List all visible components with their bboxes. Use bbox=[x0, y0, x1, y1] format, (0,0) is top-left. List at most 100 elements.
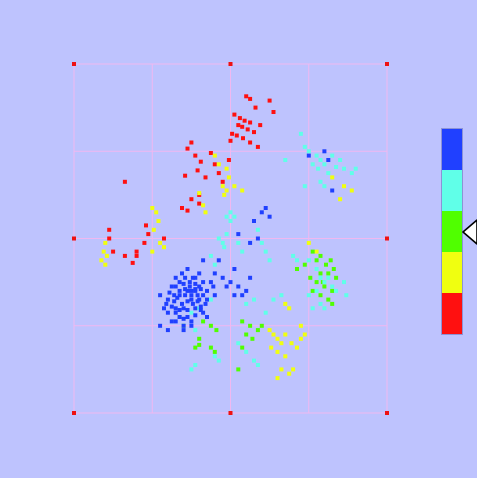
scatter-point bbox=[328, 258, 333, 263]
data-points bbox=[99, 94, 358, 381]
scatter-point bbox=[255, 236, 260, 241]
scatter-point bbox=[103, 240, 108, 245]
scatter-point bbox=[330, 175, 335, 180]
scatter-point bbox=[330, 288, 335, 293]
grid-marker bbox=[228, 62, 233, 66]
scatter-point bbox=[185, 308, 190, 312]
scatter-point bbox=[252, 130, 256, 135]
scatter-point bbox=[101, 249, 106, 254]
scatter-point bbox=[298, 336, 303, 341]
scatter-point bbox=[165, 328, 170, 333]
scatter-point bbox=[208, 297, 213, 302]
scatter-point bbox=[150, 206, 155, 210]
scatter-point bbox=[130, 260, 135, 265]
scatter-point bbox=[326, 297, 331, 302]
scatter-point bbox=[205, 315, 209, 319]
scatter-point bbox=[236, 240, 241, 245]
scatter-point bbox=[318, 301, 323, 306]
scatter-point bbox=[244, 301, 249, 306]
scatter-point bbox=[212, 349, 217, 354]
scatter-point bbox=[291, 367, 296, 372]
scatter-point bbox=[228, 210, 233, 215]
scatter-point bbox=[177, 308, 182, 312]
scatter-point bbox=[226, 175, 231, 180]
scatter-point bbox=[158, 323, 163, 328]
scatter-point bbox=[259, 210, 264, 215]
grid-marker bbox=[72, 62, 76, 66]
scatter-point bbox=[258, 123, 263, 128]
scatter-point bbox=[183, 173, 188, 178]
scatter-point bbox=[232, 184, 237, 189]
scatter-point bbox=[250, 336, 255, 341]
scatter-point bbox=[183, 293, 188, 298]
scatter-point bbox=[236, 123, 241, 128]
colorbar-pointer-icon[interactable] bbox=[462, 218, 477, 245]
scatter-point bbox=[248, 96, 253, 101]
scatter-point bbox=[173, 275, 178, 280]
scatter-point bbox=[314, 249, 319, 254]
scatter-point bbox=[203, 175, 208, 180]
scatter-point bbox=[193, 363, 198, 367]
scatter-point bbox=[144, 223, 148, 228]
scatter-point bbox=[302, 262, 307, 267]
scatter-point bbox=[189, 319, 194, 324]
scatter-point bbox=[248, 140, 253, 145]
scatter-point bbox=[198, 287, 203, 292]
scatter-point bbox=[181, 328, 186, 333]
scatter-point bbox=[193, 275, 198, 280]
scatter-point bbox=[241, 136, 245, 141]
scatter-point bbox=[134, 253, 139, 258]
scatter-point bbox=[201, 280, 206, 285]
scatter-point bbox=[255, 227, 260, 232]
scatter-point bbox=[185, 299, 190, 304]
scatter-point bbox=[201, 310, 206, 315]
scatter-point bbox=[306, 293, 311, 298]
scatter-point bbox=[318, 179, 323, 184]
scatter-point bbox=[255, 328, 260, 333]
grid-marker bbox=[228, 411, 233, 415]
scatter-point bbox=[283, 301, 288, 306]
scatter-point bbox=[267, 214, 272, 219]
scatter-point bbox=[173, 306, 178, 311]
scatter-point bbox=[134, 249, 139, 254]
scatter-point bbox=[287, 306, 292, 311]
scatter-point bbox=[208, 280, 213, 285]
scatter-point bbox=[183, 287, 188, 292]
scatter-point bbox=[169, 319, 174, 324]
scatter-point bbox=[180, 206, 184, 210]
scatter-point bbox=[244, 94, 249, 99]
scatter-point bbox=[216, 258, 221, 263]
scatter-point bbox=[236, 367, 241, 372]
scatter-point bbox=[154, 210, 159, 215]
scatter-point bbox=[306, 240, 311, 245]
scatter-point bbox=[165, 297, 170, 302]
scatter-point bbox=[195, 293, 200, 298]
scatter-point bbox=[224, 166, 229, 171]
scatter-point bbox=[169, 304, 174, 309]
scatter-point bbox=[248, 323, 253, 328]
scatter-point bbox=[271, 332, 276, 337]
scatter-point bbox=[212, 262, 217, 267]
scatter-point bbox=[283, 158, 288, 162]
scatter-point bbox=[193, 281, 198, 286]
scatter-point bbox=[146, 232, 151, 237]
scatter-point bbox=[197, 201, 202, 206]
scatter-point bbox=[205, 297, 209, 302]
scatter-point bbox=[344, 293, 349, 298]
scatter-point bbox=[103, 262, 108, 267]
scatter-point bbox=[193, 287, 198, 292]
scatter-point bbox=[216, 162, 221, 167]
scatter-point bbox=[172, 293, 177, 298]
scatter-point bbox=[255, 363, 260, 367]
scatter-point bbox=[331, 267, 336, 271]
scatter-point bbox=[245, 127, 250, 132]
scatter-point bbox=[189, 197, 194, 202]
scatter-point bbox=[185, 146, 190, 151]
scatter-point bbox=[289, 341, 294, 346]
scatter-point bbox=[193, 153, 198, 158]
scatter-point bbox=[181, 316, 186, 321]
scatter-point bbox=[203, 301, 208, 306]
scatter-point bbox=[244, 349, 249, 354]
scatter-point bbox=[236, 341, 241, 346]
scatter-point bbox=[122, 253, 127, 258]
